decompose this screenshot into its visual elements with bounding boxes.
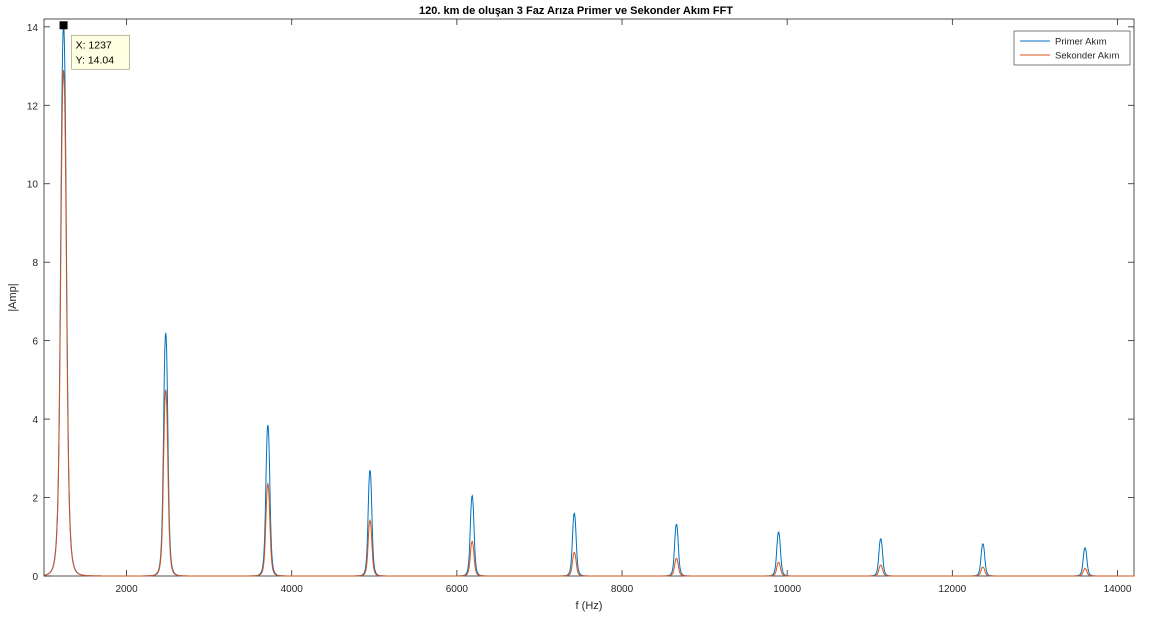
y-tick-label: 6 xyxy=(32,337,38,348)
x-tick-label: 10000 xyxy=(773,584,801,595)
datatip-marker[interactable] xyxy=(59,21,68,30)
y-tick-label: 8 xyxy=(32,258,38,269)
y-tick-label: 12 xyxy=(27,101,39,112)
x-tick-label: 12000 xyxy=(938,584,966,595)
x-axis: 2000 4000 6000 8000 10000 12000 14000 xyxy=(115,19,1132,595)
x-axis-label: f (Hz) xyxy=(576,600,603,612)
plot-area xyxy=(43,18,1135,577)
x-tick-label: 4000 xyxy=(281,584,304,595)
legend-box xyxy=(1013,30,1131,66)
y-tick-label: 10 xyxy=(27,180,39,191)
chart-title: 120. km de oluşan 3 Faz Arıza Primer ve … xyxy=(419,5,733,17)
legend-label-sekonder: Sekonder Akım xyxy=(1055,51,1120,62)
x-tick-label: 6000 xyxy=(446,584,469,595)
legend-label-primer: Primer Akım xyxy=(1055,37,1107,48)
x-tick-label: 8000 xyxy=(611,584,634,595)
y-axis-label: |Amp| xyxy=(7,283,19,311)
y-tick-label: 2 xyxy=(32,494,38,505)
legend[interactable]: Primer Akım Sekonder Akım xyxy=(1013,30,1131,66)
x-tick-label: 2000 xyxy=(115,584,138,595)
series-line-1 xyxy=(43,69,1134,577)
datatip-box xyxy=(71,34,130,70)
series-lines xyxy=(43,25,1134,577)
y-tick-label: 0 xyxy=(32,572,38,583)
y-tick-label: 4 xyxy=(32,415,38,426)
datatip-y-text: Y: 14.04 xyxy=(76,54,115,66)
x-tick-label: 14000 xyxy=(1104,584,1132,595)
datatip-x-text: X: 1237 xyxy=(76,39,112,51)
datatip[interactable]: X: 1237 Y: 14.04 xyxy=(59,21,130,70)
y-tick-label: 14 xyxy=(27,23,39,34)
